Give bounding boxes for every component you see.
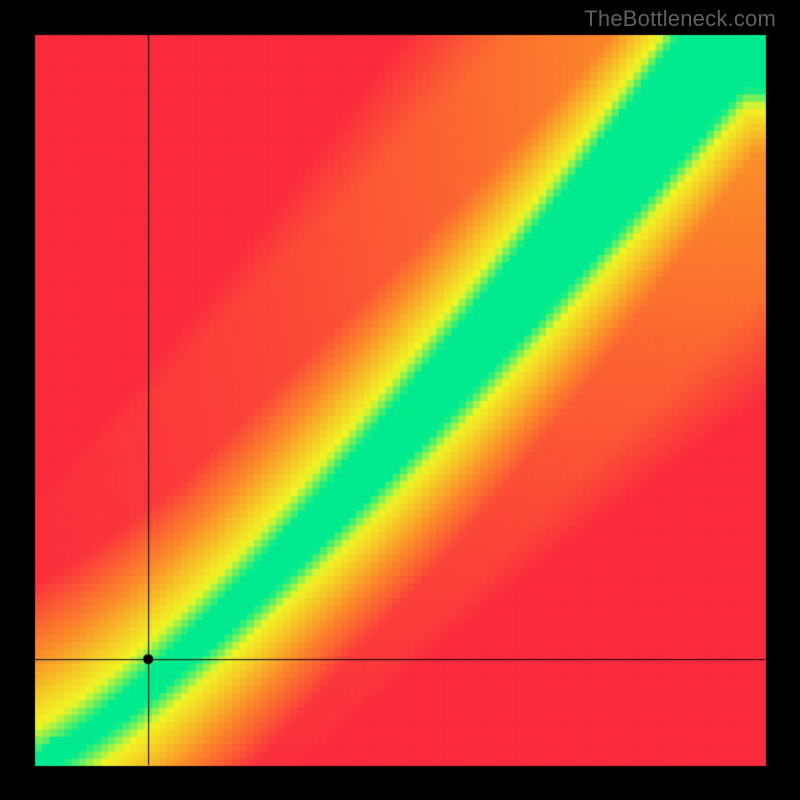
chart-container: TheBottleneck.com <box>0 0 800 800</box>
heatmap-canvas <box>0 0 800 800</box>
watermark-label: TheBottleneck.com <box>584 6 776 32</box>
